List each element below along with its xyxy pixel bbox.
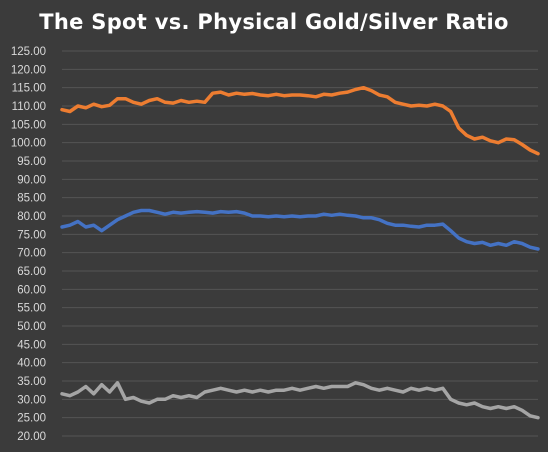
- series-line-2: [60, 208, 540, 251]
- y-tick-label: 105.00: [11, 119, 46, 131]
- y-tick-label: 25.00: [17, 413, 46, 425]
- y-tick-label: 80.00: [17, 211, 46, 223]
- y-tick-label: 45.00: [17, 339, 46, 351]
- y-tick-label: 110.00: [12, 101, 46, 113]
- y-tick-label: 20.00: [17, 431, 46, 443]
- gridlines: [62, 50, 538, 437]
- series-line-1: [60, 85, 540, 156]
- y-tick-label: 70.00: [17, 248, 46, 260]
- series-line-3: [60, 381, 540, 420]
- y-tick-label: 75.00: [17, 229, 46, 241]
- series-lines: [60, 85, 540, 420]
- y-axis-tick-labels: 20.00 25.00 30.00 35.00 40.00 45.00 50.00 55.00…: [11, 46, 46, 443]
- y-tick-label: 60.00: [17, 284, 46, 296]
- y-tick-label: 55.00: [17, 303, 46, 315]
- y-tick-label: 30.00: [17, 394, 46, 406]
- y-tick-label: 50.00: [17, 321, 46, 333]
- y-tick-label: 85.00: [17, 193, 46, 205]
- y-tick-label: 120.00: [11, 64, 46, 76]
- y-tick-label: 65.00: [17, 266, 46, 278]
- y-tick-label: 95.00: [17, 156, 46, 168]
- y-tick-label: 100.00: [11, 138, 46, 150]
- y-tick-label: 90.00: [17, 174, 46, 186]
- y-tick-label: 115.00: [12, 83, 46, 95]
- y-tick-label: 125.00: [11, 46, 46, 58]
- chart-title: The Spot vs. Physical Gold/Silver Ratio: [39, 10, 509, 34]
- y-tick-label: 35.00: [17, 376, 46, 388]
- y-tick-label: 40.00: [17, 358, 46, 370]
